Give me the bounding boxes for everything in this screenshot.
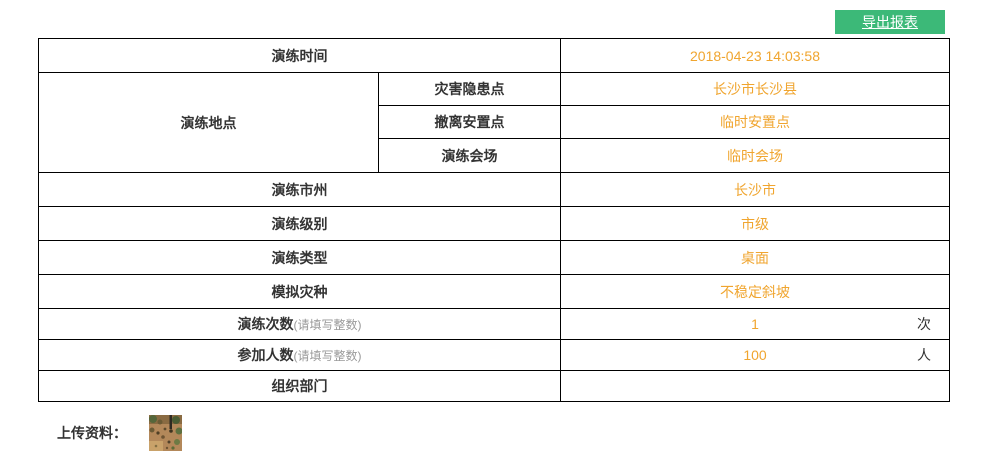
table-row: 组织部门 <box>38 370 950 402</box>
value-disaster-kind: 不稳定斜坡 <box>560 274 950 309</box>
label-org-department: 组织部门 <box>38 370 561 402</box>
table-row: 演练市州 长沙市 <box>38 172 950 207</box>
value-hazard-point: 长沙市长沙县 <box>560 72 950 106</box>
label-evacuation-point: 撤离安置点 <box>378 105 561 139</box>
label-drill-time: 演练时间 <box>38 38 561 73</box>
drill-count-hint: (请填写整数) <box>293 318 362 332</box>
label-drill-level: 演练级别 <box>38 206 561 241</box>
value-drill-type: 桌面 <box>560 240 950 275</box>
drill-count-label-text: 演练次数 <box>237 316 294 332</box>
label-drill-venue: 演练会场 <box>378 138 561 173</box>
table-row: 演练级别 市级 <box>38 206 950 241</box>
label-drill-city: 演练市州 <box>38 172 561 207</box>
table-row: 撤离安置点 临时安置点 <box>39 105 950 139</box>
participants-unit: 人 <box>917 347 931 363</box>
value-drill-venue: 临时会场 <box>560 138 950 173</box>
value-participants: 100 人 <box>560 339 950 371</box>
upload-label: 上传资料： <box>57 425 127 441</box>
label-drill-count: 演练次数(请填写整数) <box>38 308 561 340</box>
label-drill-type: 演练类型 <box>38 240 561 275</box>
value-org-department <box>560 370 950 402</box>
upload-thumbnail-photo[interactable] <box>149 415 183 451</box>
export-report-button[interactable]: 导出报表 <box>835 10 945 34</box>
label-participants: 参加人数(请填写整数) <box>38 339 561 371</box>
table-row: 演练时间 2018-04-23 14:03:58 <box>38 38 950 73</box>
slope-photo-image <box>149 415 183 451</box>
table-row: 演练地点 灾害隐患点 长沙市长沙县 <box>38 72 950 173</box>
participants-label-text: 参加人数 <box>237 347 294 363</box>
value-evacuation-point: 临时安置点 <box>560 105 950 139</box>
value-drill-time: 2018-04-23 14:03:58 <box>560 38 950 73</box>
drill-count-unit: 次 <box>917 316 931 332</box>
table-row: 演练会场 临时会场 <box>39 138 950 173</box>
label-drill-location: 演练地点 <box>38 72 379 173</box>
drill-count-value: 1 <box>751 316 759 332</box>
table-row: 演练类型 桌面 <box>38 240 950 275</box>
value-drill-level: 市级 <box>560 206 950 241</box>
label-disaster-kind: 模拟灾种 <box>38 274 561 309</box>
upload-section: 上传资料： <box>57 415 183 451</box>
drill-report-table: 演练时间 2018-04-23 14:03:58 演练地点 灾害隐患点 长沙市长… <box>38 38 950 402</box>
value-drill-city: 长沙市 <box>560 172 950 207</box>
label-hazard-point: 灾害隐患点 <box>378 72 561 106</box>
table-row: 参加人数(请填写整数) 100 人 <box>38 339 950 371</box>
value-drill-count: 1 次 <box>560 308 950 340</box>
participants-value: 100 <box>743 347 767 363</box>
table-row: 模拟灾种 不稳定斜坡 <box>38 274 950 309</box>
participants-hint: (请填写整数) <box>293 349 362 363</box>
table-row: 演练次数(请填写整数) 1 次 <box>38 308 950 340</box>
